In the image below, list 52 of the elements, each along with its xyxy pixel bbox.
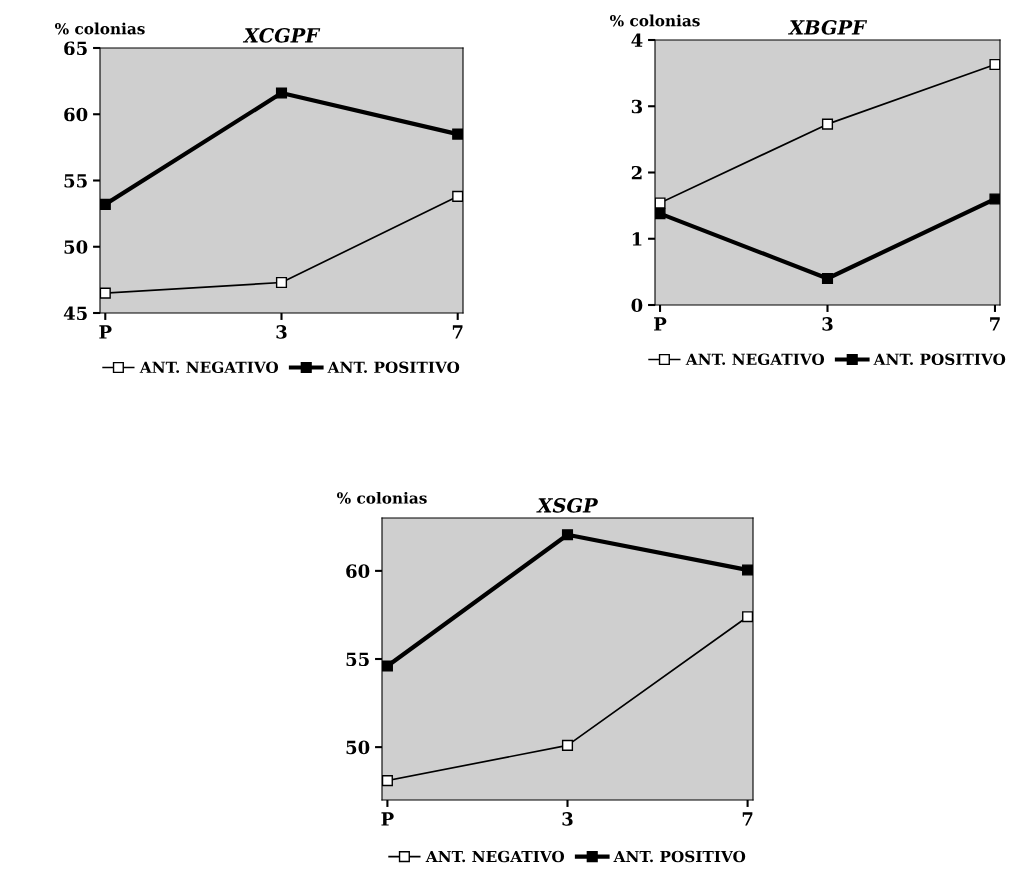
point	[989, 193, 1000, 205]
y-tick-label: 60	[64, 107, 88, 122]
point	[275, 87, 288, 99]
y-tick-label: 0	[631, 298, 643, 313]
legend-label: ANT. NEGATIVO	[139, 361, 279, 374]
point	[989, 58, 1000, 71]
y-tick-label: 45	[63, 306, 87, 321]
x-tick-label: 7	[990, 317, 1000, 331]
y-tick-label: 2	[631, 165, 642, 180]
point	[452, 190, 463, 202]
point	[655, 197, 666, 209]
y-tick-label: 55	[346, 652, 369, 667]
legend-label: ANT. NEGATIVO	[425, 850, 565, 863]
point	[382, 660, 393, 672]
point	[452, 128, 463, 140]
x-tick-label: P	[99, 325, 112, 339]
y-axis-title: % colonias	[610, 14, 700, 27]
legend-label: ANT. POSITIVO	[873, 353, 1006, 366]
y-tick-label: 55	[64, 174, 87, 188]
point	[561, 739, 574, 751]
point	[655, 208, 666, 220]
x-tick-label: 7	[452, 325, 463, 339]
chart-title: XSGP	[536, 498, 598, 513]
legend-label: ANT. NEGATIVO	[685, 353, 825, 366]
point	[821, 272, 834, 285]
y-tick-label: 4	[631, 33, 643, 47]
point	[821, 118, 834, 130]
y-tick-label: 60	[346, 564, 370, 578]
point	[382, 775, 393, 787]
y-axis-title: % colonias	[55, 22, 145, 35]
x-tick-label: 3	[276, 325, 287, 339]
x-tick-label: P	[654, 317, 667, 331]
point	[561, 529, 574, 541]
point	[100, 198, 111, 210]
y-tick-label: 3	[631, 99, 643, 114]
legend-label: ANT. POSITIVO	[613, 850, 746, 863]
x-tick-label: P	[381, 812, 394, 826]
point	[742, 611, 753, 623]
y-tick-label: 50	[64, 240, 88, 254]
chart-title: XBGPF	[788, 20, 868, 35]
x-tick-label: 3	[822, 317, 833, 331]
y-tick-label: 65	[64, 41, 87, 56]
point	[100, 287, 111, 299]
x-tick-label: 3	[562, 812, 573, 826]
y-tick-label: 1	[632, 232, 642, 246]
point	[275, 276, 288, 289]
chart-title: XCGPF	[242, 28, 321, 43]
y-axis-title: % colonias	[337, 491, 427, 504]
legend-label: ANT. POSITIVO	[327, 361, 460, 374]
y-tick-label: 50	[346, 740, 370, 755]
point	[742, 564, 753, 576]
x-tick-label: 7	[742, 812, 753, 826]
